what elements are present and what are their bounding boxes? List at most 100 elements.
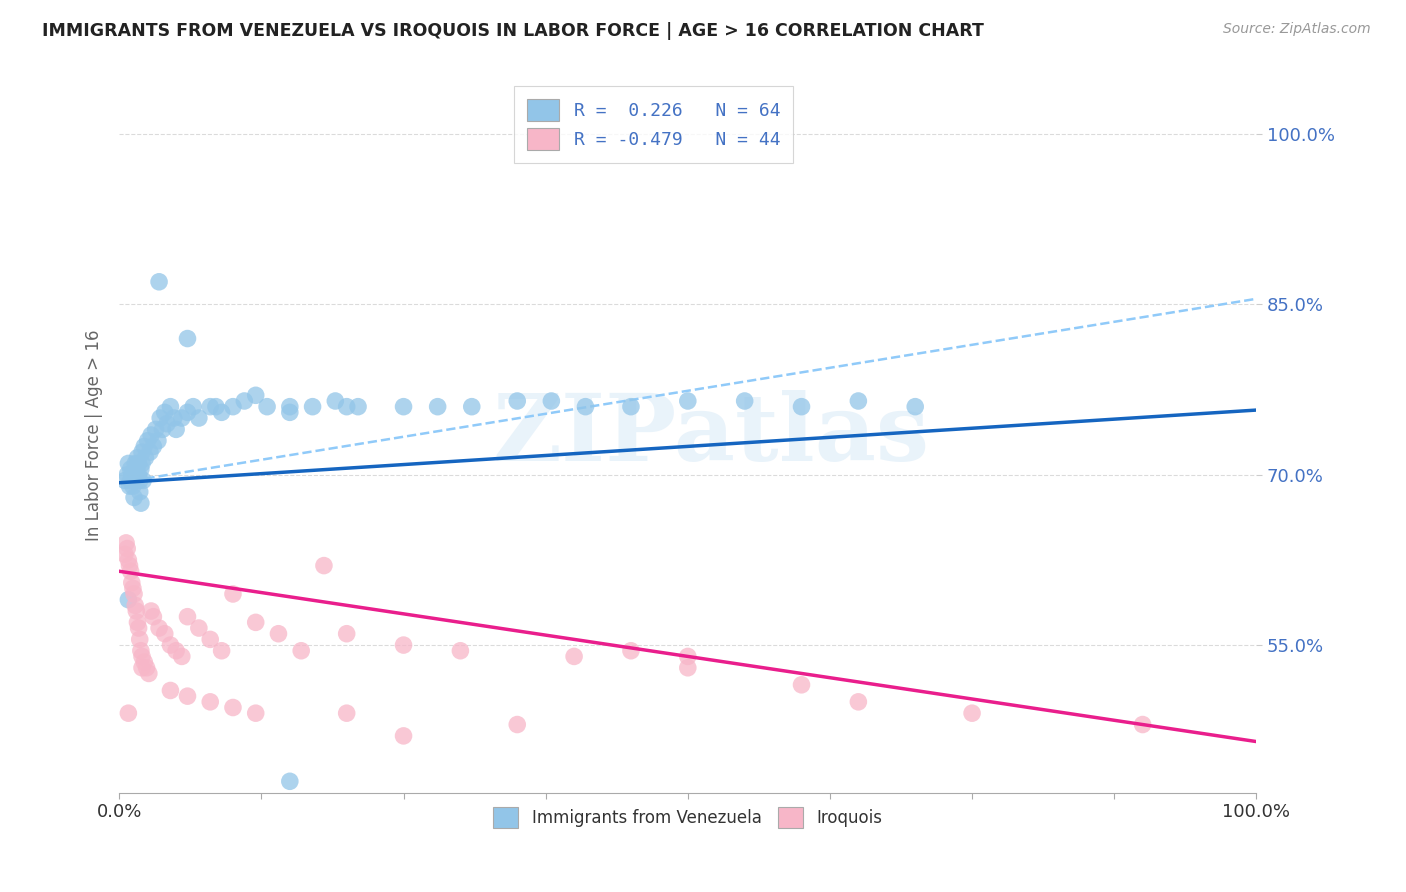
Point	[134, 655, 156, 669]
Point	[170, 649, 193, 664]
Point	[121, 467, 143, 482]
Point	[118, 558, 141, 573]
Point	[176, 405, 198, 419]
Point	[187, 411, 209, 425]
Point	[222, 587, 245, 601]
Point	[256, 400, 278, 414]
Point	[122, 491, 145, 505]
Point	[148, 621, 170, 635]
Point	[146, 434, 169, 448]
Point	[142, 609, 165, 624]
Point	[132, 474, 155, 488]
Point	[336, 626, 359, 640]
Point	[392, 729, 415, 743]
Point	[128, 474, 150, 488]
Point	[392, 400, 415, 414]
Point	[176, 332, 198, 346]
Point	[134, 450, 156, 465]
Point	[278, 774, 301, 789]
Point	[200, 632, 222, 647]
Point	[131, 457, 153, 471]
Point	[115, 536, 138, 550]
Point	[540, 394, 562, 409]
Point	[790, 400, 813, 414]
Point	[159, 683, 181, 698]
Point	[181, 400, 204, 414]
Point	[115, 467, 138, 482]
Point	[392, 638, 415, 652]
Point	[138, 666, 160, 681]
Point	[676, 649, 699, 664]
Point	[426, 400, 449, 414]
Point	[128, 621, 150, 635]
Point	[139, 604, 162, 618]
Point	[117, 457, 139, 471]
Point	[163, 411, 186, 425]
Point	[205, 400, 228, 414]
Point	[121, 575, 143, 590]
Point	[120, 474, 142, 488]
Point	[139, 445, 162, 459]
Point	[170, 411, 193, 425]
Point	[118, 479, 141, 493]
Point	[159, 638, 181, 652]
Legend: Immigrants from Venezuela, Iroquois: Immigrants from Venezuela, Iroquois	[486, 801, 889, 834]
Text: Source: ZipAtlas.com: Source: ZipAtlas.com	[1223, 22, 1371, 37]
Point	[165, 422, 187, 436]
Point	[1132, 717, 1154, 731]
Point	[114, 547, 136, 561]
Point	[136, 434, 159, 448]
Point	[120, 564, 142, 578]
Point	[134, 439, 156, 453]
Y-axis label: In Labor Force | Age > 16: In Labor Force | Age > 16	[86, 329, 103, 541]
Point	[506, 394, 529, 409]
Point	[336, 706, 359, 721]
Point	[115, 541, 138, 556]
Point	[122, 582, 145, 596]
Point	[200, 695, 222, 709]
Point	[848, 394, 870, 409]
Point	[117, 553, 139, 567]
Point	[125, 474, 148, 488]
Point	[676, 394, 699, 409]
Point	[114, 474, 136, 488]
Point	[290, 644, 312, 658]
Point	[222, 700, 245, 714]
Point	[139, 428, 162, 442]
Point	[142, 439, 165, 453]
Point	[135, 661, 157, 675]
Point	[159, 400, 181, 414]
Point	[153, 405, 176, 419]
Point	[149, 411, 172, 425]
Point	[128, 484, 150, 499]
Point	[131, 445, 153, 459]
Point	[122, 479, 145, 493]
Point	[176, 609, 198, 624]
Point	[124, 457, 146, 471]
Point	[449, 644, 471, 658]
Point	[312, 558, 335, 573]
Point	[152, 422, 174, 436]
Point	[129, 644, 152, 658]
Point	[461, 400, 484, 414]
Point	[506, 717, 529, 731]
Point	[153, 626, 176, 640]
Point	[734, 394, 756, 409]
Point	[124, 467, 146, 482]
Point	[620, 644, 643, 658]
Point	[145, 422, 167, 436]
Point	[211, 405, 233, 419]
Point	[117, 592, 139, 607]
Point	[120, 462, 142, 476]
Point	[187, 621, 209, 635]
Point	[676, 661, 699, 675]
Point	[131, 649, 153, 664]
Point	[131, 661, 153, 675]
Point	[127, 450, 149, 465]
Point	[267, 626, 290, 640]
Point	[156, 417, 179, 431]
Point	[347, 400, 370, 414]
Point	[200, 400, 222, 414]
Point	[222, 400, 245, 414]
Point	[904, 400, 927, 414]
